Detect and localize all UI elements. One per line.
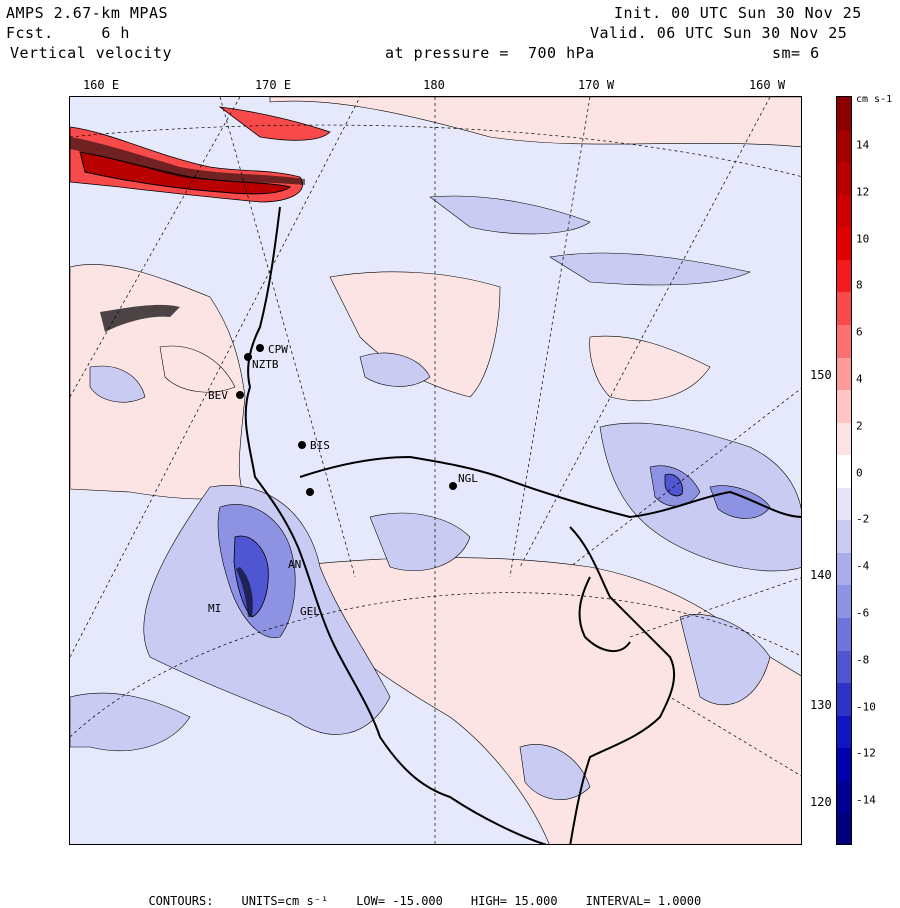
colorbar-segment: [837, 520, 851, 554]
pressure-level: at pressure = 700 hPa: [385, 44, 595, 62]
colorbar-tick-label: 6: [856, 325, 863, 339]
pressure-label: at pressure =: [385, 44, 509, 62]
colorbar-units: cm s-1: [856, 94, 893, 105]
colorbar-tick-label: -14: [856, 793, 876, 807]
station-dot-bev: [236, 391, 244, 399]
forecast-label: Fcst. 6 h: [6, 24, 130, 42]
colorbar-segment: [837, 357, 851, 392]
graticule-lines: [70, 97, 801, 844]
model-title: AMPS 2.67-km MPAS: [6, 4, 169, 22]
coastline: [244, 206, 801, 844]
init-time: Init. 00 UTC Sun 30 Nov 25: [614, 4, 862, 22]
footer-contours: CONTOURS: UNITS=cm s⁻¹ LOW= -15.000 HIGH= 1…: [134, 880, 729, 908]
colorbar-tick-label: 8: [856, 278, 863, 292]
colorbar-tick-label: -12: [856, 746, 876, 760]
colorbar-segment: [837, 324, 851, 359]
colorbar-segment: [837, 748, 851, 782]
valid-time: Valid. 06 UTC Sun 30 Nov 25: [590, 24, 848, 42]
station-dot-extra: [306, 488, 314, 496]
colorbar-segment: [837, 585, 851, 620]
colorbar-segment: [837, 162, 851, 196]
colorbar-tick-label: -10: [856, 700, 876, 714]
colorbar-segment: [837, 715, 851, 750]
station-label-bev: BEV: [208, 389, 228, 402]
forecast-value: 6 h: [101, 24, 130, 42]
colorbar-segment: [837, 422, 851, 457]
station-label-an: AN: [288, 558, 301, 571]
map-panel[interactable]: CPW NZTB BEV BIS NGL AN GEL MI: [69, 96, 802, 845]
station-dot-nztb: [244, 353, 252, 361]
colorbar-tick-label: 2: [856, 419, 863, 433]
station-label-cpw: CPW: [268, 343, 288, 356]
colorbar-segment: [837, 227, 851, 261]
footer-interval: INTERVAL= 1.0000: [585, 894, 702, 908]
dense-contour-band: [70, 137, 305, 617]
station-dot-ngl: [449, 482, 457, 490]
lon-label-160w: 160 W: [748, 78, 786, 92]
pressure-value: 700 hPa: [527, 44, 595, 62]
footer-contours-label: CONTOURS:: [148, 894, 214, 908]
station-dot-cpw: [256, 344, 264, 352]
station-label-mi: MI: [208, 602, 221, 615]
forecast-label-text: Fcst.: [6, 24, 54, 42]
colorbar-segment: [837, 780, 851, 815]
footer-units: UNITS=cm s⁻¹: [241, 894, 329, 908]
station-label-ngl: NGL: [458, 472, 478, 485]
colorbar-tick-label: -2: [856, 512, 870, 526]
smoothing-label: sm= 6: [772, 44, 820, 62]
colorbar-tick-label: -4: [856, 559, 870, 573]
colorbar-segment: [837, 292, 851, 326]
colorbar-tick-label: 0: [856, 466, 863, 480]
colorbar-segment: [837, 390, 851, 424]
footer-high: HIGH= 15.000: [470, 894, 558, 908]
lon-label-180: 180: [423, 78, 445, 92]
field-name: Vertical velocity: [10, 44, 173, 62]
colorbar-segment: [837, 259, 851, 294]
colorbar-segment: [837, 813, 851, 844]
colorbar-segment: [837, 487, 851, 522]
colorbar-segment: [837, 97, 851, 131]
colorbar-segment: [837, 618, 851, 652]
station-label-nztb: NZTB: [252, 358, 279, 371]
lon-label-160e: 160 E: [82, 78, 120, 92]
colorbar-segment: [837, 129, 851, 164]
colorbar-segment: [837, 455, 851, 489]
colorbar-tick-label: 14: [856, 138, 870, 152]
colorbar-segment: [837, 683, 851, 717]
colorbar-segment: [837, 650, 851, 685]
footer-low: LOW= -15.000: [356, 894, 443, 908]
colorbar-segment: [837, 552, 851, 587]
colorbar-tick-label: -6: [856, 606, 870, 620]
lon-label-170w: 170 W: [577, 78, 615, 92]
colorbar-segment: [837, 194, 851, 229]
colorbar-tick-label: -8: [856, 653, 870, 667]
colorbar-tick-label: 12: [856, 185, 870, 199]
positive-weak-areas: [70, 97, 801, 844]
map-svg: CPW NZTB BEV BIS NGL AN GEL MI: [70, 97, 801, 844]
colorbar-tick-label: 10: [856, 232, 870, 246]
lon-label-170e: 170 E: [254, 78, 292, 92]
station-label-bis: BIS: [310, 439, 330, 452]
colorbar: [836, 96, 852, 845]
colorbar-tick-label: 4: [856, 372, 863, 386]
station-markers: [236, 344, 457, 496]
station-label-gel: GEL: [300, 605, 320, 618]
station-dot-bis: [298, 441, 306, 449]
